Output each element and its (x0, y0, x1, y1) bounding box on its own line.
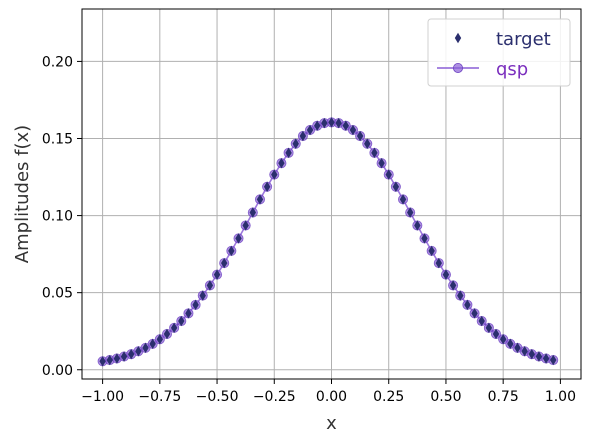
legend-entry-qsp: qsp (496, 59, 528, 80)
target-point-39 (378, 157, 385, 169)
x-tick-label-8: 1.00 (545, 389, 576, 405)
target-point-14 (199, 290, 206, 301)
target-point-11 (178, 315, 185, 327)
target-point-63 (550, 354, 557, 366)
target-point-61 (535, 351, 543, 362)
target-point-38 (371, 147, 378, 159)
target-point-4 (128, 348, 135, 360)
x-tick-label-1: −0.75 (138, 389, 181, 405)
target-point-21 (249, 207, 257, 218)
legend-target-marker (454, 32, 462, 44)
target-point-7 (149, 338, 156, 350)
target-point-28 (299, 130, 307, 142)
x-axis-label: x (326, 413, 337, 434)
target-point-57 (507, 338, 514, 350)
legend-target-diamond (454, 32, 462, 44)
target-point-9 (163, 328, 171, 340)
y-tick-label-1: 0.05 (42, 286, 73, 302)
target-point-41 (392, 181, 400, 192)
target-point-55 (492, 328, 500, 340)
y-axis-label: Amplitudes f(x) (12, 125, 33, 263)
target-point-22 (256, 194, 264, 205)
target-point-3 (120, 351, 128, 362)
target-point-59 (521, 346, 528, 357)
target-series-points (99, 117, 557, 367)
x-tick-label-0: −1.00 (81, 389, 124, 405)
target-point-13 (192, 299, 199, 311)
target-point-10 (170, 322, 178, 334)
y-tick-label-0: 0.00 (42, 363, 73, 379)
target-point-6 (142, 342, 149, 354)
target-point-35 (349, 124, 357, 136)
target-point-58 (514, 342, 521, 354)
target-point-36 (356, 130, 364, 142)
target-point-0 (99, 356, 106, 367)
target-point-29 (306, 124, 314, 136)
legend-entry-target: target (496, 29, 551, 50)
target-point-34 (342, 120, 350, 131)
y-tick-label-4: 0.20 (42, 54, 73, 70)
target-point-51 (464, 299, 471, 311)
target-point-16 (213, 269, 221, 280)
target-point-8 (156, 334, 164, 345)
target-point-27 (292, 138, 299, 149)
target-point-26 (285, 147, 292, 159)
target-point-23 (263, 181, 271, 192)
target-point-33 (335, 117, 342, 129)
target-point-45 (421, 233, 428, 244)
legend-box (427, 18, 571, 87)
y-axis-ticks: 0.00 0.05 0.10 0.15 0.20 (42, 54, 82, 379)
target-point-52 (471, 308, 478, 319)
target-point-42 (399, 194, 407, 205)
y-tick-label-2: 0.10 (42, 209, 73, 225)
target-point-17 (221, 257, 228, 269)
target-point-18 (228, 245, 235, 257)
target-point-48 (442, 269, 450, 280)
legend: target qsp (427, 18, 571, 87)
x-tick-label-2: −0.50 (196, 389, 239, 405)
target-point-32 (328, 117, 335, 128)
target-point-47 (435, 257, 442, 269)
target-point-60 (528, 348, 535, 360)
target-point-1 (106, 354, 113, 366)
target-point-43 (406, 207, 414, 218)
target-point-44 (414, 220, 421, 231)
target-point-40 (385, 169, 392, 180)
target-point-53 (478, 315, 485, 327)
legend-qsp-marker (437, 63, 479, 74)
x-tick-label-3: −0.25 (253, 389, 296, 405)
x-tick-label-7: 0.75 (488, 389, 519, 405)
target-point-49 (449, 280, 457, 291)
target-point-25 (278, 157, 285, 169)
target-point-5 (135, 346, 142, 357)
target-point-56 (499, 334, 507, 345)
target-point-24 (271, 169, 278, 180)
x-tick-label-5: 0.25 (373, 389, 404, 405)
y-tick-label-3: 0.15 (42, 132, 73, 148)
target-point-37 (364, 138, 371, 149)
x-axis-ticks: −1.00 −0.75 −0.50 −0.25 0.00 0.25 0.50 0.75 1.00 (81, 379, 576, 405)
target-point-12 (185, 308, 192, 319)
x-tick-label-4: 0.00 (316, 389, 347, 405)
target-point-15 (206, 280, 214, 291)
target-point-2 (113, 353, 121, 364)
target-point-20 (242, 220, 249, 231)
target-point-31 (321, 117, 328, 129)
legend-qsp-circle (452, 63, 463, 74)
target-point-19 (235, 233, 242, 244)
target-point-50 (457, 290, 464, 301)
target-point-62 (542, 353, 550, 364)
target-point-30 (313, 120, 321, 131)
x-tick-label-6: 0.50 (430, 389, 461, 405)
target-point-54 (485, 322, 493, 334)
target-point-46 (428, 245, 435, 257)
